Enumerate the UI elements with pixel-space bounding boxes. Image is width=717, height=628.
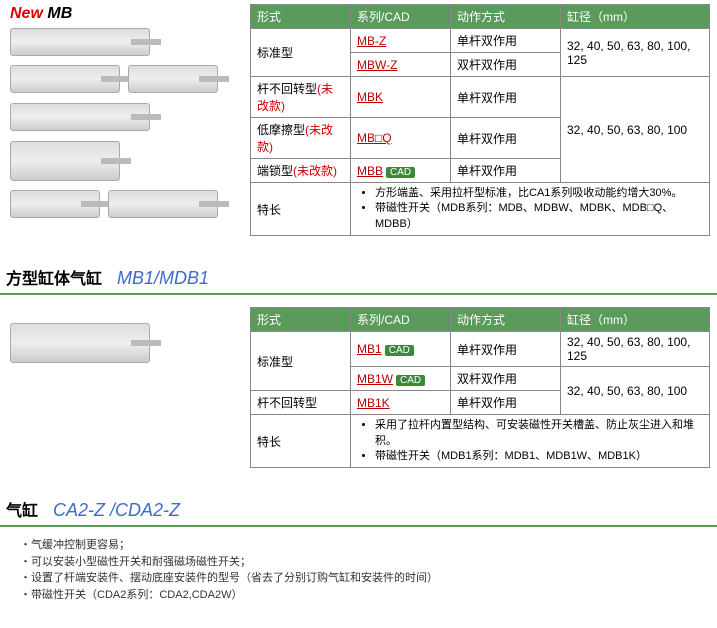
cell-bore: 32, 40, 50, 63, 80, 100, 125: [561, 29, 710, 77]
feature-label: 特长: [251, 415, 351, 468]
cell-series: MB1WCAD: [351, 367, 451, 391]
cell-series: MB1K: [351, 391, 451, 415]
type-text: 端锁型(未改款): [257, 164, 337, 178]
cell-type: 端锁型(未改款): [251, 159, 351, 183]
feature-row: 特长 采用了拉杆内置型结构、可安装磁性开关槽盖、防止灰尘进入和堆积。 带磁性开关…: [251, 415, 710, 468]
product-image-area: New MB: [0, 0, 250, 228]
cell-series: MB□Q: [351, 118, 451, 159]
cell-bore: 32, 40, 50, 63, 80, 100: [561, 77, 710, 183]
cell-series: MBW-Z: [351, 53, 451, 77]
cad-badge: CAD: [396, 375, 425, 386]
cell-action: 单杆双作用: [451, 159, 561, 183]
cell-series: MBK: [351, 77, 451, 118]
title-jp: 方型缸体气缸: [6, 265, 102, 289]
table-row: 杆不回转型(未改款) MBK 单杆双作用 32, 40, 50, 63, 80,…: [251, 77, 710, 118]
cell-bore: 32, 40, 50, 63, 80, 100, 125: [561, 332, 710, 367]
cell-type: 杆不回转型: [251, 391, 351, 415]
th-series: 系列/CAD: [351, 5, 451, 29]
cell-action: 双杆双作用: [451, 367, 561, 391]
cell-series: MB-Z: [351, 29, 451, 53]
series-link[interactable]: MBB: [357, 164, 383, 178]
table-row: 标准型 MB1CAD 单杆双作用 32, 40, 50, 63, 80, 100…: [251, 332, 710, 367]
spec-table-mb1: 形式 系列/CAD 动作方式 缸径（mm） 标准型 MB1CAD 单杆双作用 3…: [250, 307, 710, 468]
th-type: 形式: [251, 308, 351, 332]
table-header-row: 形式 系列/CAD 动作方式 缸径（mm）: [251, 5, 710, 29]
type-text: 低摩擦型(未改款): [257, 123, 333, 154]
th-series: 系列/CAD: [351, 308, 451, 332]
feature-label: 特长: [251, 183, 351, 236]
note-item: 设置了杆端安装件、摆动底座安装件的型号（省去了分别订购气缸和安装件的时间）: [20, 570, 697, 587]
series-link[interactable]: MB-Z: [357, 34, 386, 48]
cylinder-illustration: [10, 23, 230, 223]
title-en: CA2-Z /CDA2-Z: [53, 500, 180, 521]
cell-bore: 32, 40, 50, 63, 80, 100: [561, 367, 710, 415]
cell-action: 双杆双作用: [451, 53, 561, 77]
th-bore: 缸径（mm）: [561, 5, 710, 29]
cell-series: MB1CAD: [351, 332, 451, 367]
cell-type: 标准型: [251, 29, 351, 77]
new-badge: New MB: [10, 5, 240, 23]
series-link[interactable]: MB□Q: [357, 131, 392, 145]
cylinder-illustration: [10, 308, 230, 378]
section-title: 方型缸体气缸 MB1/MDB1: [0, 261, 717, 295]
cad-badge: CAD: [386, 167, 415, 178]
feature-item: 采用了拉杆内置型结构、可安装磁性开关槽盖、防止灰尘进入和堆积。: [375, 418, 703, 449]
cell-series: MBBCAD: [351, 159, 451, 183]
th-action: 动作方式: [451, 5, 561, 29]
cell-action: 单杆双作用: [451, 118, 561, 159]
feature-cell: 采用了拉杆内置型结构、可安装磁性开关槽盖、防止灰尘进入和堆积。 带磁性开关（MD…: [351, 415, 710, 468]
th-type: 形式: [251, 5, 351, 29]
th-action: 动作方式: [451, 308, 561, 332]
cell-type: 杆不回转型(未改款): [251, 77, 351, 118]
cell-type: 低摩擦型(未改款): [251, 118, 351, 159]
cell-action: 单杆双作用: [451, 29, 561, 53]
feature-item: 方形端盖、采用拉杆型标准，比CA1系列吸收动能约增大30%。: [375, 186, 703, 201]
type-text: 杆不回转型(未改款): [257, 82, 333, 113]
notes-list: 气缓冲控制更容易； 可以安装小型磁性开关和耐强磁场磁性开关； 设置了杆端安装件、…: [20, 537, 697, 603]
table-row: 标准型 MB-Z 单杆双作用 32, 40, 50, 63, 80, 100, …: [251, 29, 710, 53]
series-link[interactable]: MBW-Z: [357, 58, 397, 72]
cad-badge: CAD: [385, 345, 414, 356]
new-text: New: [10, 5, 43, 22]
cell-action: 单杆双作用: [451, 391, 561, 415]
section-mb: New MB 形式 系列/CAD 动作方式 缸径（mm） 标准型 MB-Z 单: [0, 0, 717, 236]
product-image-area: [0, 303, 250, 383]
cell-type: 标准型: [251, 332, 351, 391]
cell-action: 单杆双作用: [451, 77, 561, 118]
note-item: 可以安装小型磁性开关和耐强磁场磁性开关；: [20, 554, 697, 571]
feature-item: 带磁性开关（MDB系列：MDB、MDBW、MDBK、MDB□Q、MDBB）: [375, 201, 703, 232]
feature-cell: 方形端盖、采用拉杆型标准，比CA1系列吸收动能约增大30%。 带磁性开关（MDB…: [351, 183, 710, 236]
section-mb1: 方型缸体气缸 MB1/MDB1 形式 系列/CAD 动作方式 缸径（mm） 标准…: [0, 261, 717, 468]
title-en: MB1/MDB1: [117, 268, 209, 289]
table-header-row: 形式 系列/CAD 动作方式 缸径（mm）: [251, 308, 710, 332]
series-link[interactable]: MBK: [357, 90, 383, 104]
th-bore: 缸径（mm）: [561, 308, 710, 332]
note-item: 气缓冲控制更容易；: [20, 537, 697, 554]
model-text: MB: [47, 5, 72, 22]
note-item: 带磁性开关（CDA2系列：CDA2,CDA2W）: [20, 587, 697, 604]
feature-row: 特长 方形端盖、采用拉杆型标准，比CA1系列吸收动能约增大30%。 带磁性开关（…: [251, 183, 710, 236]
series-link[interactable]: MB1K: [357, 396, 390, 410]
section-title: 气缸 CA2-Z /CDA2-Z: [0, 493, 717, 527]
feature-item: 带磁性开关（MDB1系列：MDB1、MDB1W、MDB1K）: [375, 449, 703, 464]
title-jp: 气缸: [6, 497, 38, 521]
spec-table-mb: 形式 系列/CAD 动作方式 缸径（mm） 标准型 MB-Z 单杆双作用 32,…: [250, 4, 710, 236]
section-ca2: 气缸 CA2-Z /CDA2-Z 气缓冲控制更容易； 可以安装小型磁性开关和耐强…: [0, 493, 717, 603]
cell-action: 单杆双作用: [451, 332, 561, 367]
series-link[interactable]: MB1: [357, 342, 382, 356]
series-link[interactable]: MB1W: [357, 372, 393, 386]
